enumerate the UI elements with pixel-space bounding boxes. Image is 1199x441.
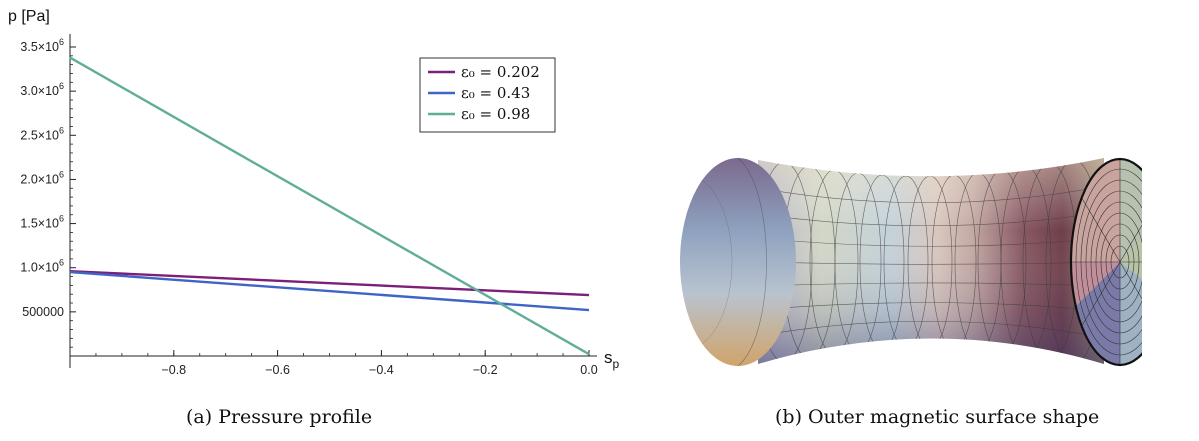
series-layer bbox=[69, 56, 590, 356]
y-tick-label: 3.5×106 bbox=[20, 37, 64, 54]
series-line-3 bbox=[69, 56, 590, 356]
y-tick-label: 2.0×106 bbox=[20, 169, 64, 186]
chart-legend: ε₀ = 0.202 ε₀ = 0.43 ε₀ = 0.98 bbox=[419, 57, 556, 133]
legend-label-1: ε₀ = 0.202 bbox=[461, 63, 540, 81]
magnetic-surface-illustration bbox=[680, 157, 1142, 367]
x-tick-label: −0.8 bbox=[161, 363, 186, 377]
x-tick-label: −0.6 bbox=[265, 363, 290, 377]
y-tick-label: 2.5×106 bbox=[20, 125, 64, 142]
x-tick-label: −0.4 bbox=[369, 363, 394, 377]
legend-box bbox=[419, 57, 556, 133]
legend-label-3: ε₀ = 0.98 bbox=[461, 105, 530, 123]
y-tick-label: 500000 bbox=[22, 305, 64, 319]
y-tick-label: 1.5×106 bbox=[20, 214, 64, 231]
legend-label-2: ε₀ = 0.43 bbox=[461, 84, 530, 102]
x-axis-label: sp bbox=[604, 348, 620, 371]
caption-pressure-profile: (a) Pressure profile bbox=[186, 406, 373, 428]
surface-body bbox=[758, 158, 1104, 364]
y-tick-label: 3.0×106 bbox=[20, 81, 64, 98]
y-tick-label: 1.0×106 bbox=[20, 258, 64, 275]
y-axis-label: p [Pa] bbox=[8, 8, 50, 25]
caption-outer-magnetic-surface: (b) Outer magnetic surface shape bbox=[775, 406, 1100, 428]
x-tick-label: 0.0 bbox=[580, 363, 597, 377]
series-line-1 bbox=[69, 270, 590, 297]
left-end-face bbox=[680, 157, 796, 367]
x-tick-label: −0.2 bbox=[473, 363, 498, 377]
x-axis-ticks: −0.8 −0.6 −0.4 −0.2 0.0 bbox=[95, 350, 598, 377]
y-axis-ticks: 500000 1.0×106 1.5×106 2.0×106 2.5×106 3.0×10… bbox=[20, 37, 76, 348]
pressure-profile-chart: 500000 1.0×106 1.5×106 2.0×106 2.5×106 3.0×10… bbox=[8, 8, 620, 377]
